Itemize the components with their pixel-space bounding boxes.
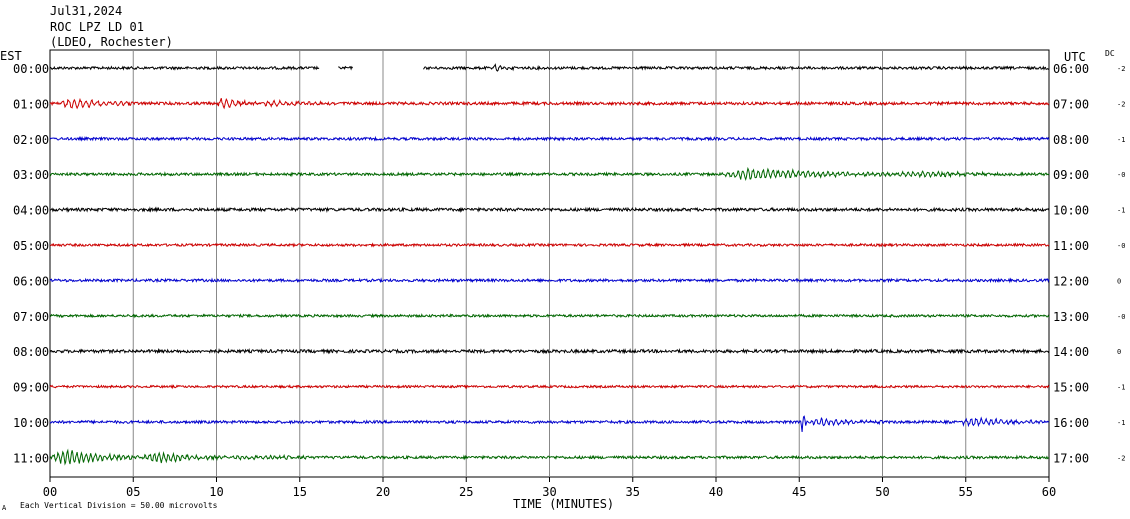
x-tick-label: 55 <box>959 485 973 499</box>
est-hour-label: 02:00 <box>13 133 49 147</box>
utc-hour-label: 09:00 <box>1053 168 1089 182</box>
trace-0300 <box>49 166 1050 181</box>
est-hour-label: 10:00 <box>13 416 49 430</box>
trace-0000 <box>49 63 1050 72</box>
est-hour-label: 08:00 <box>13 345 49 359</box>
date-label: Jul31,2024 <box>50 4 123 18</box>
utc-hour-label: 06:00 <box>1053 62 1089 76</box>
x-tick-label: 45 <box>792 485 806 499</box>
dc-offset-label: -0 <box>1117 242 1125 250</box>
dc-header-label: DC <box>1105 49 1115 58</box>
utc-hour-label: 16:00 <box>1053 416 1089 430</box>
x-axis-title: TIME (MINUTES) <box>513 497 614 511</box>
grid-lines <box>49 49 1050 478</box>
row-labels: 00:00 06:00 -2 01:00 07:00 -2 02:00 08:00 -1 03:0… <box>13 62 1125 465</box>
trace-0900 <box>49 383 1050 390</box>
trace-0200 <box>49 135 1050 142</box>
utc-hour-label: 14:00 <box>1053 345 1089 359</box>
x-tick-label: 30 <box>542 485 556 499</box>
dc-offset-label: 0 <box>1117 277 1121 285</box>
x-tick-label: 00 <box>43 485 57 499</box>
est-hour-label: 05:00 <box>13 239 49 253</box>
station-label: ROC LPZ LD 01 <box>50 20 144 34</box>
x-tick-label: 60 <box>1042 485 1056 499</box>
utc-hour-label: 10:00 <box>1053 204 1089 218</box>
footer-marker: A <box>2 504 7 512</box>
trace-0500 <box>49 242 1050 248</box>
dc-offset-label: -1 <box>1117 419 1125 427</box>
est-hour-label: 03:00 <box>13 168 49 182</box>
scale-note: Each Vertical Division = 50.00 microvolt… <box>20 501 218 510</box>
utc-hour-label: 07:00 <box>1053 97 1089 111</box>
est-hour-label: 06:00 <box>13 274 49 288</box>
x-axis-ticks: 00 05 10 15 20 25 30 35 40 45 50 55 60 <box>43 477 1056 499</box>
utc-hour-label: 17:00 <box>1053 451 1089 465</box>
x-tick-label: 25 <box>459 485 473 499</box>
dc-offset-label: -2 <box>1117 100 1125 108</box>
x-tick-label: 20 <box>376 485 390 499</box>
x-tick-label: 35 <box>626 485 640 499</box>
x-tick-label: 05 <box>126 485 140 499</box>
dc-offset-label: -1 <box>1117 207 1125 215</box>
dc-offset-label: -1 <box>1117 384 1125 392</box>
trace-0600 <box>49 277 1050 284</box>
dc-offset-label: 0 <box>1117 348 1121 356</box>
x-tick-label: 40 <box>709 485 723 499</box>
network-label: (LDEO, Rochester) <box>50 35 173 49</box>
dc-offset-label: -2 <box>1117 65 1125 73</box>
dc-offset-label: -0 <box>1117 313 1125 321</box>
est-hour-label: 00:00 <box>13 62 49 76</box>
est-hour-label: 09:00 <box>13 381 49 395</box>
est-hour-label: 01:00 <box>13 97 49 111</box>
utc-hour-label: 12:00 <box>1053 274 1089 288</box>
x-tick-label: 15 <box>293 485 307 499</box>
utc-axis-label: UTC <box>1064 50 1086 64</box>
est-hour-label: 07:00 <box>13 310 49 324</box>
utc-hour-label: 11:00 <box>1053 239 1089 253</box>
trace-0700 <box>49 313 1050 319</box>
trace-0100 <box>49 97 1050 110</box>
utc-hour-label: 08:00 <box>1053 133 1089 147</box>
dc-offset-label: -1 <box>1117 136 1125 144</box>
trace-1100 <box>49 448 1050 466</box>
seismic-traces <box>49 63 1050 466</box>
est-hour-label: 04:00 <box>13 204 49 218</box>
x-tick-label: 10 <box>209 485 223 499</box>
trace-1000 <box>49 415 1050 432</box>
utc-hour-label: 15:00 <box>1053 381 1089 395</box>
dc-offset-label: -0 <box>1117 171 1125 179</box>
trace-0800 <box>49 347 1050 355</box>
trace-0400 <box>49 206 1050 213</box>
est-hour-label: 11:00 <box>13 451 49 465</box>
utc-hour-label: 13:00 <box>1053 310 1089 324</box>
dc-offset-label: -2 <box>1117 454 1125 462</box>
est-axis-label: EST <box>0 49 22 63</box>
x-tick-label: 50 <box>875 485 889 499</box>
